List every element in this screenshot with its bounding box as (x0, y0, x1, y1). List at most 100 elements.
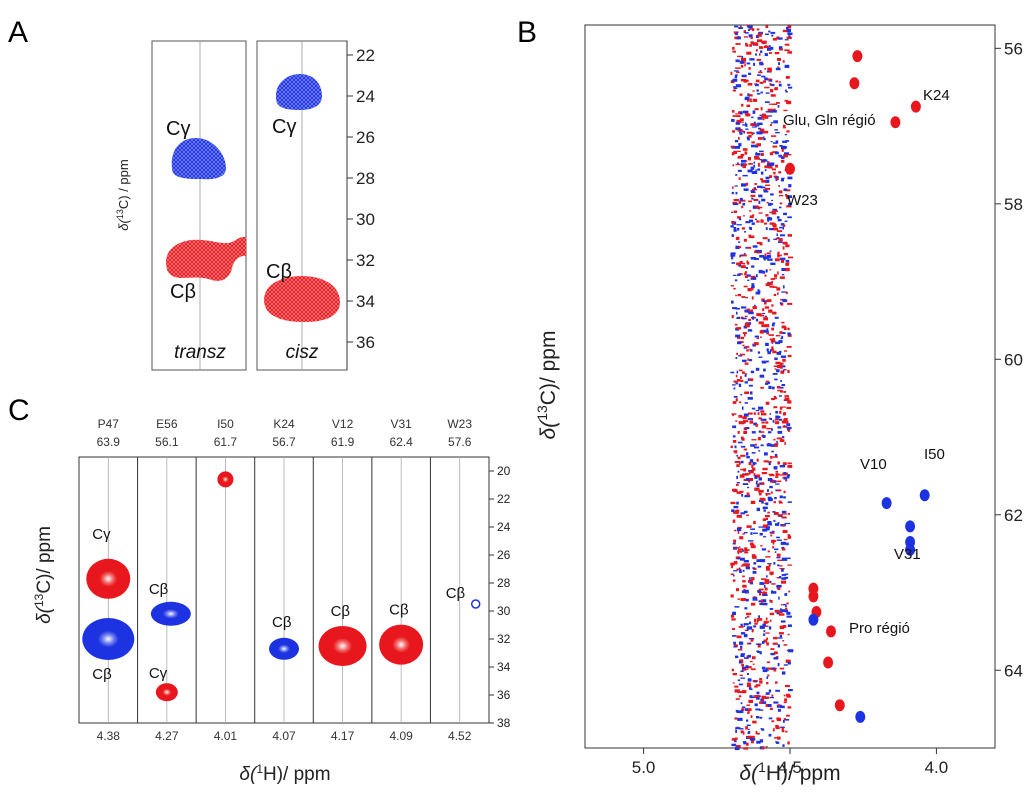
noise-speck (759, 150, 764, 153)
noise-speck (782, 530, 788, 533)
noise-speck (748, 359, 753, 362)
noise-speck (730, 145, 735, 148)
noise-speck (730, 371, 735, 374)
noise-speck (771, 720, 775, 723)
noise-speck (780, 541, 786, 545)
panel-b-xlabel: δ(1H)/ ppm (739, 759, 840, 785)
noise-speck (782, 425, 788, 428)
noise-speck (753, 342, 759, 346)
noise-speck (733, 387, 736, 390)
noise-speck (749, 542, 754, 546)
noise-speck (739, 60, 745, 64)
noise-speck (781, 365, 786, 368)
panel-a-tick-label: 26 (356, 128, 375, 147)
noise-speck (758, 492, 762, 496)
noise-speck (756, 58, 762, 61)
noise-speck (731, 234, 734, 237)
noise-speck (760, 386, 764, 389)
noise-speck (764, 86, 770, 89)
noise-speck (747, 83, 753, 86)
noise-speck (782, 603, 787, 606)
noise-speck (777, 522, 780, 524)
noise-speck (740, 163, 746, 167)
noise-speck (764, 53, 768, 56)
noise-speck (759, 582, 764, 585)
noise-speck (768, 462, 771, 466)
noise-speck (768, 385, 772, 389)
noise-speck (751, 629, 754, 633)
noise-speck (760, 219, 764, 223)
noise-speck (736, 568, 741, 571)
noise-speck (759, 128, 765, 132)
noise-speck (737, 679, 741, 682)
noise-speck (781, 274, 785, 276)
noise-speck (751, 296, 754, 300)
noise-speck (765, 227, 768, 230)
noise-speck (766, 254, 772, 258)
noise-speck (751, 141, 755, 144)
noise-speck (774, 421, 780, 425)
noise-speck (783, 644, 788, 646)
noise-speck (780, 298, 782, 301)
noise-speck (782, 241, 788, 245)
noise-speck (755, 79, 760, 83)
noise-speck (781, 268, 787, 271)
noise-speck (758, 127, 762, 130)
noise-speck (786, 611, 791, 615)
noise-speck (782, 29, 787, 33)
noise-speck (749, 459, 754, 463)
noise-speck (733, 561, 738, 565)
noise-speck (771, 199, 774, 202)
noise-speck (766, 115, 773, 117)
noise-speck (778, 502, 783, 504)
noise-speck (761, 435, 764, 437)
noise-speck (773, 365, 779, 367)
noise-speck (751, 197, 754, 200)
noise-speck (749, 738, 756, 741)
noise-speck (755, 53, 758, 56)
noise-speck (779, 568, 785, 570)
noise-speck (742, 580, 746, 583)
noise-speck (765, 33, 769, 35)
noise-speck (779, 515, 782, 517)
noise-speck (749, 695, 754, 697)
noise-speck (757, 185, 763, 188)
noise-speck (754, 622, 758, 625)
panel-c-ytick-label: 24 (497, 520, 511, 534)
noise-speck (787, 564, 792, 566)
panel-b-peak (849, 77, 860, 90)
noise-speck (740, 316, 744, 320)
noise-speck (733, 539, 736, 543)
noise-speck (766, 682, 769, 685)
noise-speck (776, 102, 780, 104)
noise-speck (785, 719, 790, 721)
noise-speck (744, 592, 750, 594)
noise-speck (760, 545, 763, 547)
noise-speck (740, 670, 744, 673)
noise-speck (741, 56, 744, 59)
noise-speck (777, 663, 780, 667)
noise-speck (778, 473, 780, 476)
noise-speck (763, 536, 767, 538)
noise-speck (740, 677, 745, 679)
noise-speck (750, 545, 756, 549)
noise-speck (770, 340, 776, 343)
noise-speck (744, 322, 749, 326)
noise-speck (732, 115, 737, 117)
noise-speck (785, 607, 788, 611)
noise-speck (735, 398, 738, 402)
noise-speck (773, 238, 777, 240)
noise-speck (743, 130, 746, 134)
noise-speck (741, 706, 746, 709)
noise-speck (737, 530, 740, 534)
noise-speck (739, 118, 744, 122)
noise-speck (751, 283, 755, 287)
noise-speck (755, 153, 761, 156)
noise-speck (767, 704, 772, 707)
noise-speck (788, 649, 794, 653)
noise-speck (737, 128, 742, 132)
noise-speck (746, 742, 749, 746)
noise-speck (743, 285, 748, 288)
panel-a-label-cb-cis: Cβ (266, 261, 292, 283)
noise-speck (774, 397, 778, 399)
